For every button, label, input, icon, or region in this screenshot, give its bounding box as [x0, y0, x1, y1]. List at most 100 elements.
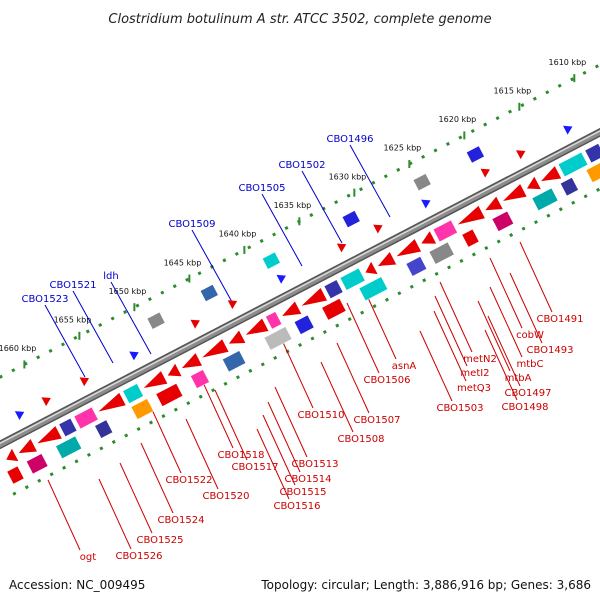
reverse-gene-label[interactable]: metI2 — [460, 368, 489, 379]
forward-leader-line — [44, 304, 86, 378]
reverse-leader-line — [336, 342, 370, 414]
forward-gene-arrow — [373, 224, 383, 234]
scale-dot — [496, 239, 501, 244]
scale-tick-label: 1610 kbp — [549, 58, 587, 67]
scale-dot — [37, 478, 42, 483]
gene-block — [358, 276, 389, 302]
scale-dot — [36, 355, 41, 360]
scale-dot — [135, 303, 140, 308]
forward-gene-label[interactable]: ldh — [103, 271, 118, 282]
reverse-gene-label[interactable]: CBO1508 — [338, 434, 385, 445]
scale-dot — [60, 342, 65, 347]
gene-block — [585, 162, 600, 183]
reverse-gene-label[interactable]: mtbC — [517, 359, 544, 370]
reverse-gene-label[interactable]: asnA — [392, 361, 417, 372]
reverse-leader-line — [119, 462, 153, 534]
gene-block — [293, 314, 315, 335]
scale-dot — [459, 258, 464, 263]
reverse-gene-label[interactable]: CBO1515 — [280, 487, 327, 498]
reverse-leader-line — [148, 402, 182, 474]
scale-dot — [284, 225, 289, 231]
scale-dot — [186, 401, 191, 406]
reverse-gene-label[interactable]: CBO1520 — [203, 491, 250, 502]
scale-dot — [422, 278, 427, 283]
reverse-gene-label[interactable]: CBO1522 — [166, 475, 213, 486]
reverse-gene-label[interactable]: CBO1498 — [502, 402, 549, 413]
forward-gene-arrow — [421, 199, 431, 209]
gene-block — [405, 256, 428, 277]
forward-leader-line — [301, 170, 343, 244]
scale-dot — [73, 335, 78, 340]
forward-gene-label[interactable]: CBO1496 — [327, 134, 374, 145]
scale-dot — [521, 226, 526, 231]
reverse-leader-line — [274, 386, 308, 458]
scale-dot — [310, 336, 315, 341]
scale-dot — [582, 70, 587, 75]
reverse-gene-label[interactable]: CBO1525 — [137, 535, 184, 546]
reverse-gene-arrow — [37, 426, 62, 444]
scale-dot — [483, 122, 488, 127]
reverse-gene-label[interactable]: CBO1507 — [354, 415, 401, 426]
forward-gene-arrow — [14, 411, 25, 420]
scale-dot — [583, 194, 588, 199]
forward-gene-label[interactable]: CBO1509 — [169, 219, 216, 230]
forward-gene-block — [341, 210, 361, 229]
reverse-gene-label[interactable]: CBO1497 — [505, 388, 552, 399]
forward-gene-label[interactable]: CBO1523 — [22, 294, 69, 305]
scale-dot — [24, 485, 29, 490]
forward-gene-label[interactable]: CBO1502 — [279, 160, 326, 171]
reverse-gene-arrow — [143, 371, 168, 388]
reverse-gene-label[interactable]: CBO1514 — [285, 474, 332, 485]
reverse-gene-arrow — [396, 239, 422, 257]
reverse-gene-block — [339, 267, 366, 291]
reverse-gene-label[interactable]: CBO1493 — [527, 345, 574, 356]
reverse-gene-label[interactable]: CBO1526 — [116, 551, 163, 562]
forward-gene-arrow — [336, 243, 347, 253]
scale-dot — [147, 297, 152, 302]
scale-dot — [173, 407, 178, 412]
reverse-gene-label[interactable]: mtbA — [505, 373, 532, 384]
scale-dot — [421, 154, 426, 159]
reverse-gene-label[interactable]: CBO1513 — [292, 459, 339, 470]
reverse-gene-label[interactable]: CBO1510 — [298, 410, 345, 421]
gene-block — [222, 350, 247, 373]
scale-dot — [260, 362, 265, 367]
reverse-gene-label[interactable]: CBO1503 — [437, 403, 484, 414]
reverse-gene-label[interactable]: CBO1516 — [274, 501, 321, 512]
reverse-gene-block — [58, 417, 78, 438]
reverse-gene-label[interactable]: CBO1518 — [218, 450, 265, 461]
reverse-gene-label[interactable]: ogt — [80, 552, 96, 563]
reverse-gene-label[interactable]: CBO1517 — [232, 462, 279, 473]
forward-gene-arrow — [563, 125, 573, 135]
reverse-gene-arrow — [365, 261, 378, 275]
scale-dot — [360, 310, 365, 315]
scale-tick-label: 1655 kbp — [54, 316, 92, 325]
scale-dot — [86, 452, 91, 457]
forward-gene-arrow — [129, 351, 139, 361]
forward-gene-label[interactable]: CBO1505 — [239, 183, 286, 194]
forward-gene-block — [199, 284, 219, 302]
forward-gene-arrow — [190, 319, 200, 329]
reverse-leader-line — [439, 281, 473, 353]
forward-gene-label[interactable]: CBO1521 — [50, 280, 97, 291]
reverse-gene-label[interactable]: CBO1524 — [158, 515, 205, 526]
gene-block — [491, 210, 514, 232]
scale-dot — [557, 83, 562, 88]
feature-track — [6, 125, 600, 485]
gene-block — [155, 383, 184, 407]
forward-leader-line — [261, 193, 303, 267]
reverse-gene-label[interactable]: CBO1506 — [364, 375, 411, 386]
reverse-leader-line — [489, 257, 523, 329]
reverse-leader-line — [509, 272, 543, 344]
reverse-gene-label[interactable]: CBO1491 — [537, 314, 584, 325]
reverse-gene-label[interactable]: metN2 — [463, 354, 497, 365]
reverse-leader-line — [262, 414, 296, 486]
reverse-leader-line — [477, 300, 511, 372]
reverse-gene-label[interactable]: cobW — [516, 330, 544, 341]
gene-block — [263, 326, 293, 351]
scale-dot — [507, 109, 513, 114]
scale-dot — [532, 96, 537, 101]
scale-dot — [234, 251, 239, 256]
reverse-gene-label[interactable]: metQ3 — [457, 383, 491, 394]
scale-dot — [124, 433, 129, 438]
